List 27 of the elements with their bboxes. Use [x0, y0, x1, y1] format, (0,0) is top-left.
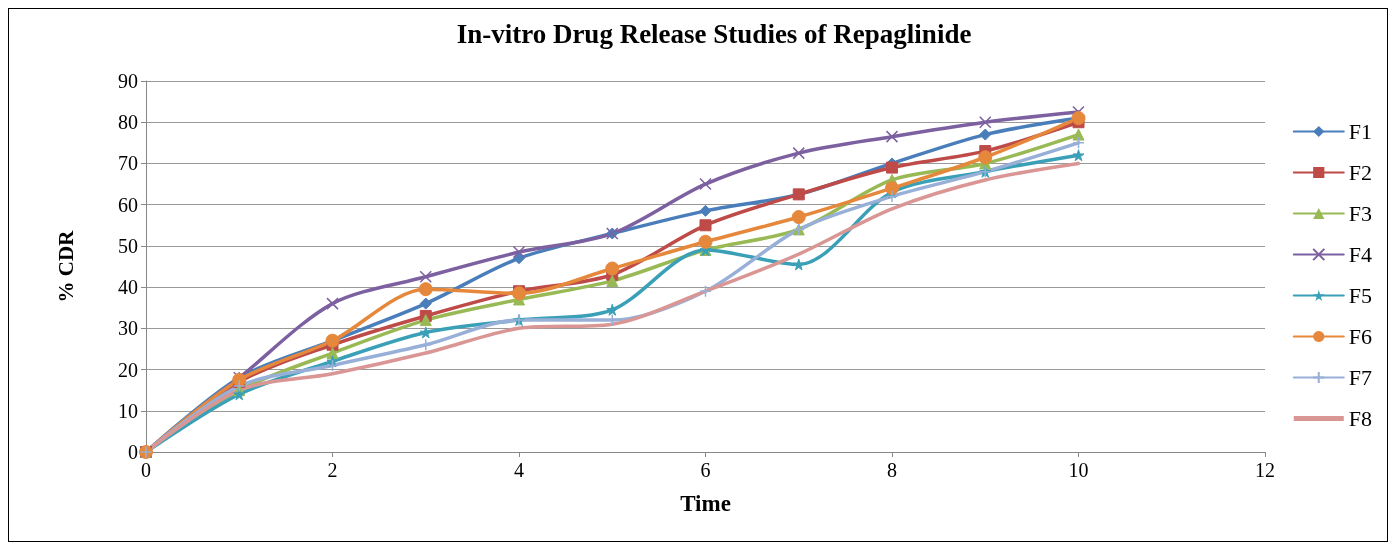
- y-tick-label: 40: [118, 276, 138, 299]
- x-tick-label: 8: [887, 459, 897, 481]
- y-tick-label: 10: [118, 399, 138, 422]
- x-axis-title: Time: [680, 491, 731, 516]
- x-tick-label: 4: [514, 459, 524, 481]
- y-axis-title: % CDR: [53, 229, 78, 303]
- y-tick-label: 80: [118, 111, 138, 134]
- x-tick-label: 10: [1068, 459, 1089, 481]
- y-tick-label: 50: [118, 234, 138, 257]
- y-tick-label: 20: [118, 358, 138, 381]
- chart-title: In-vitro Drug Release Studies of Repaglinide: [456, 18, 972, 49]
- legend-label: F6: [1348, 324, 1373, 349]
- legend-label: F4: [1348, 242, 1373, 267]
- y-tick-label: 30: [118, 317, 138, 340]
- y-tick-label: 60: [118, 193, 138, 216]
- x-tick-label: 2: [327, 459, 338, 481]
- y-tick-label: 0: [128, 441, 138, 463]
- legend-label: F3: [1348, 201, 1373, 226]
- x-tick-label: 12: [1255, 459, 1275, 481]
- legend-label: F1: [1348, 119, 1373, 144]
- y-tick-label: 70: [118, 152, 138, 175]
- legend-label: F8: [1348, 406, 1373, 431]
- legend-label: F7: [1348, 365, 1373, 390]
- x-tick-label: 6: [700, 459, 711, 481]
- legend-label: F2: [1348, 160, 1373, 185]
- legend-label: F5: [1348, 283, 1373, 308]
- y-tick-label: 90: [118, 70, 138, 92]
